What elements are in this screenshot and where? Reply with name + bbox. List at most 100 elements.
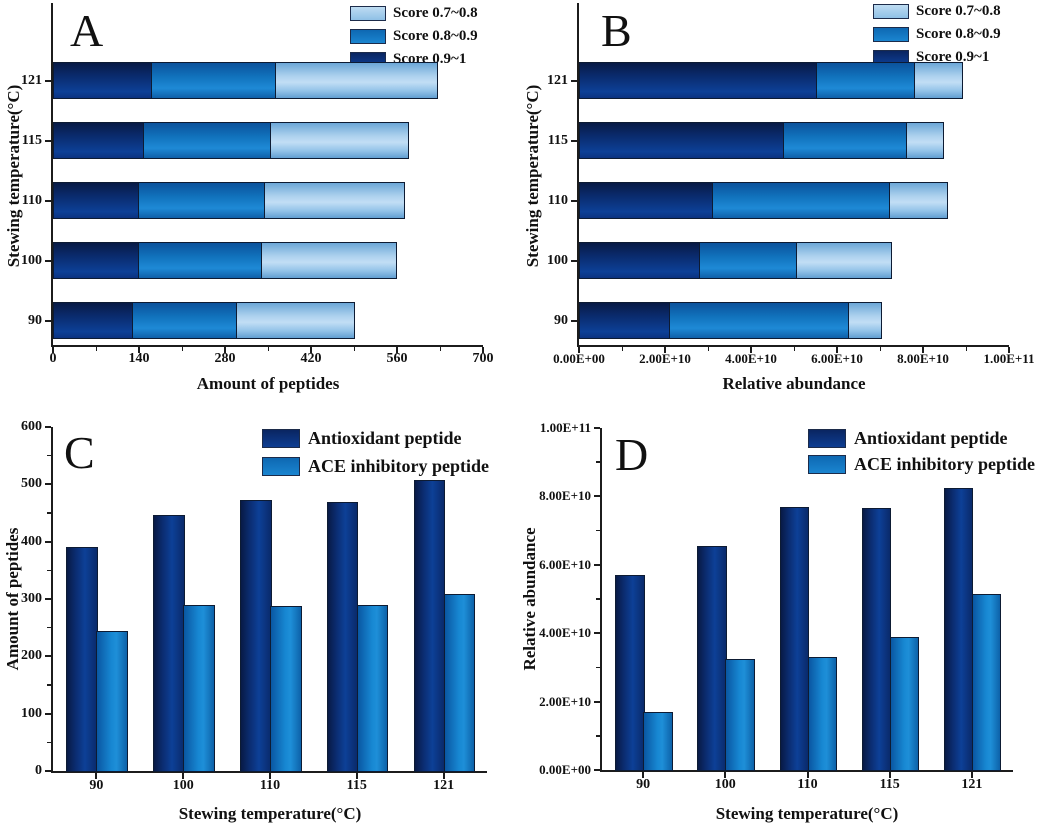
legend-label: Antioxidant peptide [854,428,1008,448]
y-minor-tick [47,741,51,744]
y-major-tick [45,712,51,715]
y-category-tick [571,319,577,322]
x-axis-line [51,345,483,347]
x-minor-tick [793,347,795,351]
bar-segment-dark [579,242,701,279]
y-major-tick [45,655,51,658]
x-tick-label: 90 [89,778,104,793]
bar-segment-dark [53,242,140,279]
y-category-tick [45,79,51,82]
legend: Score 0.7~0.8 Score 0.8~0.9 Score 0.9~1 [873,3,1001,66]
bar-dark [615,575,645,772]
y-category-tick [571,259,577,262]
x-tick-label: 100 [714,777,736,792]
x-axis-title: Stewing temperature(°C) [715,804,899,823]
x-tick-label: 280 [214,351,236,366]
y-axis-line [51,3,53,347]
x-tick-label: 121 [433,778,455,793]
legend-swatch-medium [873,27,909,42]
x-major-tick [836,347,838,353]
legend-label: Score 0.7~0.8 [916,3,1001,19]
y-tick-label: 200 [21,648,42,664]
x-minor-tick [621,347,623,351]
y-category-tick [45,259,51,262]
bar-medium [725,658,755,772]
y-minor-tick [47,454,51,457]
x-category-tick [269,773,271,779]
y-major-tick [45,770,51,772]
y-tick-label: 100 [547,252,568,268]
y-tick-label: 121 [21,72,42,88]
y-tick-label: 90 [28,312,42,328]
y-tick-label: 400 [21,533,42,549]
legend-swatch-light [350,6,386,21]
legend-label: Score 0.8~0.9 [393,28,478,44]
legend-swatch-medium [262,457,300,476]
y-axis-line [51,427,53,773]
legend-swatch-dark [262,429,300,448]
bar-segment-light [261,242,398,279]
legend-swatch-dark [808,429,846,448]
panel-letter: A [70,5,104,56]
bar-medium [270,605,302,773]
x-major-tick [750,347,752,353]
bar-segment-dark [579,302,671,339]
legend-item: Score 0.8~0.9 [873,26,1001,43]
bar-dark [240,500,272,773]
x-tick-label: 90 [636,777,651,792]
legend-item: Score 0.9~1 [873,49,1001,66]
bar-medium [643,711,673,772]
bar-segment-medium [699,242,798,279]
bar-medium [889,636,920,772]
y-minor-tick [596,461,600,463]
x-major-tick [664,347,666,353]
bar-dark [943,487,974,772]
legend-item: ACE inhibitory peptide [808,454,1035,475]
x-category-tick [355,773,358,779]
y-category-tick [571,79,577,82]
y-minor-tick [596,666,600,669]
y-tick-label: 0 [35,763,42,778]
x-category-tick [95,773,98,779]
y-minor-tick [596,529,600,532]
legend-item: ACE inhibitory peptide [262,456,489,477]
x-axis-title: Amount of peptides [196,374,340,393]
bar-segment-light [888,182,949,219]
y-axis-line [577,3,579,347]
y-category-tick [45,139,51,142]
x-category-tick [642,772,645,778]
legend-label: ACE inhibitory peptide [854,454,1036,474]
legend-item: Score 0.8~0.9 [350,28,478,45]
legend-label: Score 0.7~0.8 [393,5,478,21]
y-category-tick [571,139,577,142]
y-tick-label: 110 [547,192,568,208]
x-tick-label: 6.00E+10 [811,351,863,366]
x-axis-title: Relative abundance [722,374,866,393]
y-major-tick [594,769,600,771]
y-major-tick [45,483,51,486]
y-major-tick [45,540,51,543]
y-minor-tick [47,626,51,629]
x-tick-label: 110 [797,777,818,792]
y-tick-label: 8.00E+10 [539,488,591,504]
bar-segment-medium [712,182,891,219]
legend-swatch-medium [808,455,846,474]
x-tick-label: 115 [879,777,900,792]
bar-segment-light [270,122,409,159]
plot-area: 0 140 280 420 560 700 121 115 110 100 90 [0,0,519,416]
y-major-tick [45,426,51,428]
y-minor-tick [47,512,51,514]
x-tick-label: 420 [300,351,322,366]
bar-segment-medium [137,242,263,279]
y-major-tick [594,495,600,498]
x-axis-title: Stewing temperature(°C) [178,804,362,823]
legend-label: Score 0.8~0.9 [916,26,1001,42]
x-category-tick [970,772,973,778]
x-tick-label: 1.00E+11 [983,351,1035,366]
bar-segment-medium [783,122,908,159]
bar-dark [779,506,809,772]
bar-segment-medium [151,62,277,99]
y-tick-label: 500 [21,476,42,492]
legend-item: Score 0.7~0.8 [873,3,1001,20]
x-major-tick [1008,347,1010,353]
